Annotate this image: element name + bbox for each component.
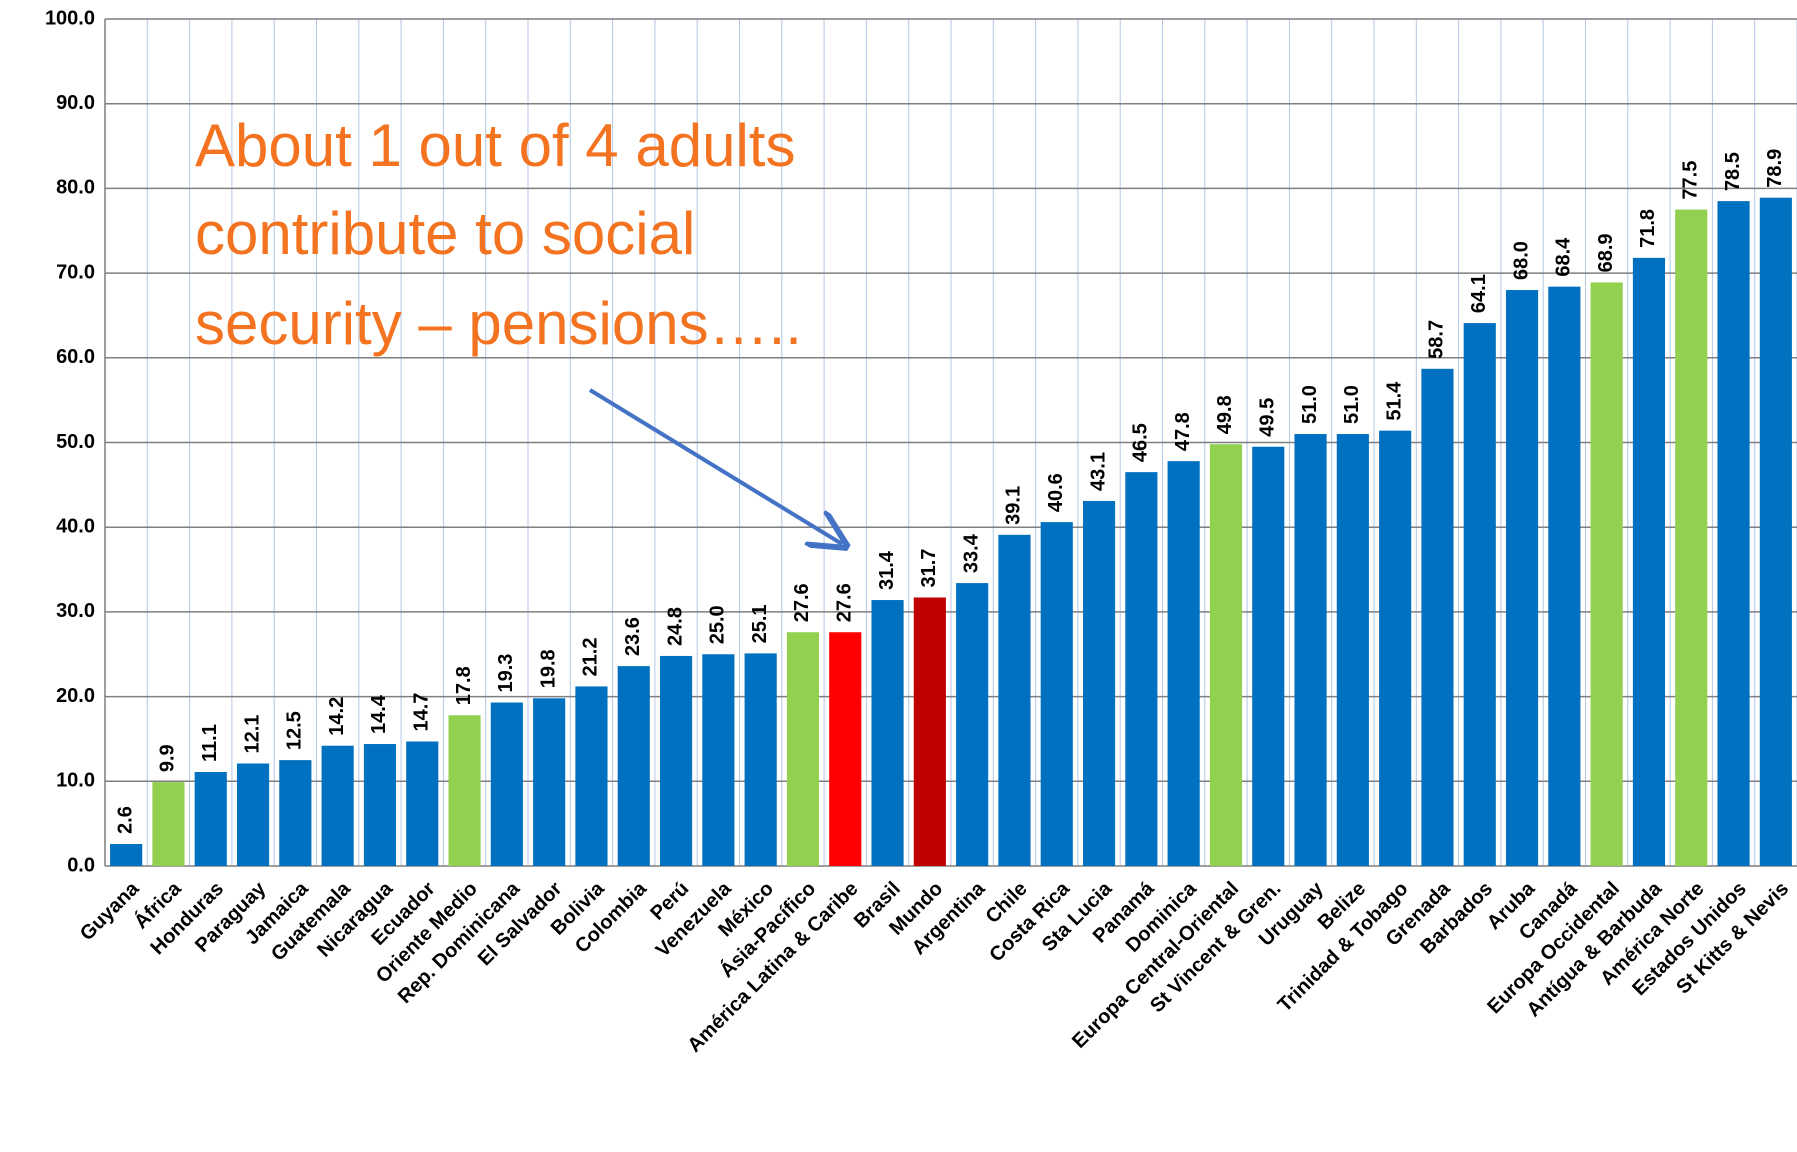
bar — [1294, 434, 1327, 866]
bar — [1632, 257, 1666, 866]
bar — [363, 744, 397, 866]
value-label: 33.4 — [960, 533, 982, 573]
value-label: 49.5 — [1257, 398, 1279, 437]
bar — [1379, 430, 1412, 866]
value-label: 58.7 — [1426, 320, 1448, 359]
y-tick-label: 30.0 — [56, 600, 95, 622]
bar — [1252, 446, 1285, 866]
value-label: 68.4 — [1553, 237, 1575, 277]
y-tick-label: 70.0 — [56, 261, 95, 283]
bar — [871, 600, 904, 866]
value-label: 25.1 — [749, 604, 771, 643]
bar — [321, 745, 354, 866]
bar — [659, 655, 693, 866]
bar — [956, 583, 989, 866]
bar — [1336, 434, 1369, 866]
value-label: 11.1 — [199, 724, 221, 762]
value-label: 23.6 — [622, 617, 644, 656]
value-label: 14.2 — [326, 697, 348, 736]
value-label: 51.0 — [1341, 385, 1363, 424]
bar — [1209, 444, 1243, 866]
bar — [406, 741, 439, 866]
bar — [448, 715, 481, 866]
value-label: 9.9 — [157, 744, 179, 772]
value-label: 25.0 — [707, 605, 729, 644]
bar — [1082, 500, 1116, 866]
value-label: 78.9 — [1764, 149, 1786, 188]
value-label: 47.8 — [1172, 412, 1194, 451]
bar — [236, 763, 270, 866]
annotation-line: About 1 out of 4 adults — [195, 112, 795, 179]
bar — [1548, 286, 1581, 867]
bar — [829, 632, 862, 866]
bar — [533, 698, 566, 866]
value-label: 14.4 — [368, 694, 390, 734]
arrow — [588, 388, 842, 544]
y-tick-label: 20.0 — [56, 685, 95, 707]
bar — [1675, 209, 1708, 866]
bar — [1759, 197, 1792, 867]
bar — [152, 782, 185, 866]
value-label: 64.1 — [1468, 274, 1490, 313]
bar — [1167, 461, 1200, 866]
y-tick-label: 60.0 — [56, 346, 95, 368]
value-label: 21.2 — [580, 637, 602, 676]
bar — [1125, 472, 1158, 866]
y-tick-label: 50.0 — [56, 431, 95, 453]
value-label: 68.0 — [1510, 241, 1532, 280]
value-label: 43.1 — [1087, 452, 1109, 491]
value-label: 24.8 — [664, 607, 686, 646]
bar — [194, 771, 227, 866]
bars: 2.6Guyana9.9África11.1Honduras12.1Paragu… — [76, 149, 1793, 1057]
bar — [702, 654, 735, 866]
bar — [575, 686, 608, 866]
value-label: 19.3 — [495, 654, 517, 693]
value-label: 14.7 — [411, 693, 433, 732]
value-label: 71.8 — [1637, 209, 1659, 248]
value-label: 40.6 — [1045, 473, 1067, 512]
bar — [1717, 201, 1750, 867]
bar — [279, 760, 312, 866]
bar — [1590, 282, 1623, 866]
value-label: 12.5 — [284, 711, 306, 750]
bar — [1505, 290, 1539, 866]
y-tick-label: 100.0 — [45, 7, 95, 29]
value-label: 78.5 — [1722, 152, 1744, 191]
annotation-line: contribute to social — [195, 200, 695, 267]
value-label: 77.5 — [1680, 161, 1702, 200]
value-label: 51.0 — [1299, 385, 1321, 424]
value-label: 31.7 — [918, 549, 940, 588]
x-tick-label: Guyana — [76, 877, 144, 945]
value-label: 49.8 — [1214, 395, 1236, 434]
y-tick-label: 0.0 — [67, 854, 95, 876]
value-label: 68.9 — [1595, 233, 1617, 272]
bar — [110, 843, 143, 866]
y-tick-label: 80.0 — [56, 177, 95, 199]
bar — [786, 632, 820, 866]
value-label: 51.4 — [1383, 381, 1405, 421]
value-label: 19.8 — [537, 649, 559, 688]
value-label: 2.6 — [114, 806, 136, 834]
value-label: 31.4 — [876, 550, 898, 590]
value-label: 46.5 — [1130, 423, 1152, 462]
bar — [913, 597, 946, 866]
value-label: 27.6 — [834, 583, 856, 622]
bar — [490, 702, 523, 866]
value-label: 17.8 — [453, 666, 475, 705]
bar — [1463, 323, 1496, 866]
value-label: 27.6 — [791, 583, 813, 622]
bar — [1040, 522, 1073, 866]
y-tick-label: 90.0 — [56, 92, 95, 114]
y-tick-label: 40.0 — [56, 515, 95, 537]
value-label: 12.1 — [241, 715, 263, 754]
y-tick-label: 10.0 — [56, 770, 95, 792]
bar — [1421, 368, 1454, 866]
bar — [998, 534, 1031, 866]
value-label: 39.1 — [1003, 486, 1025, 525]
bar — [744, 653, 777, 866]
annotation-line: security – pensions….. — [195, 290, 802, 357]
bar — [617, 666, 650, 866]
